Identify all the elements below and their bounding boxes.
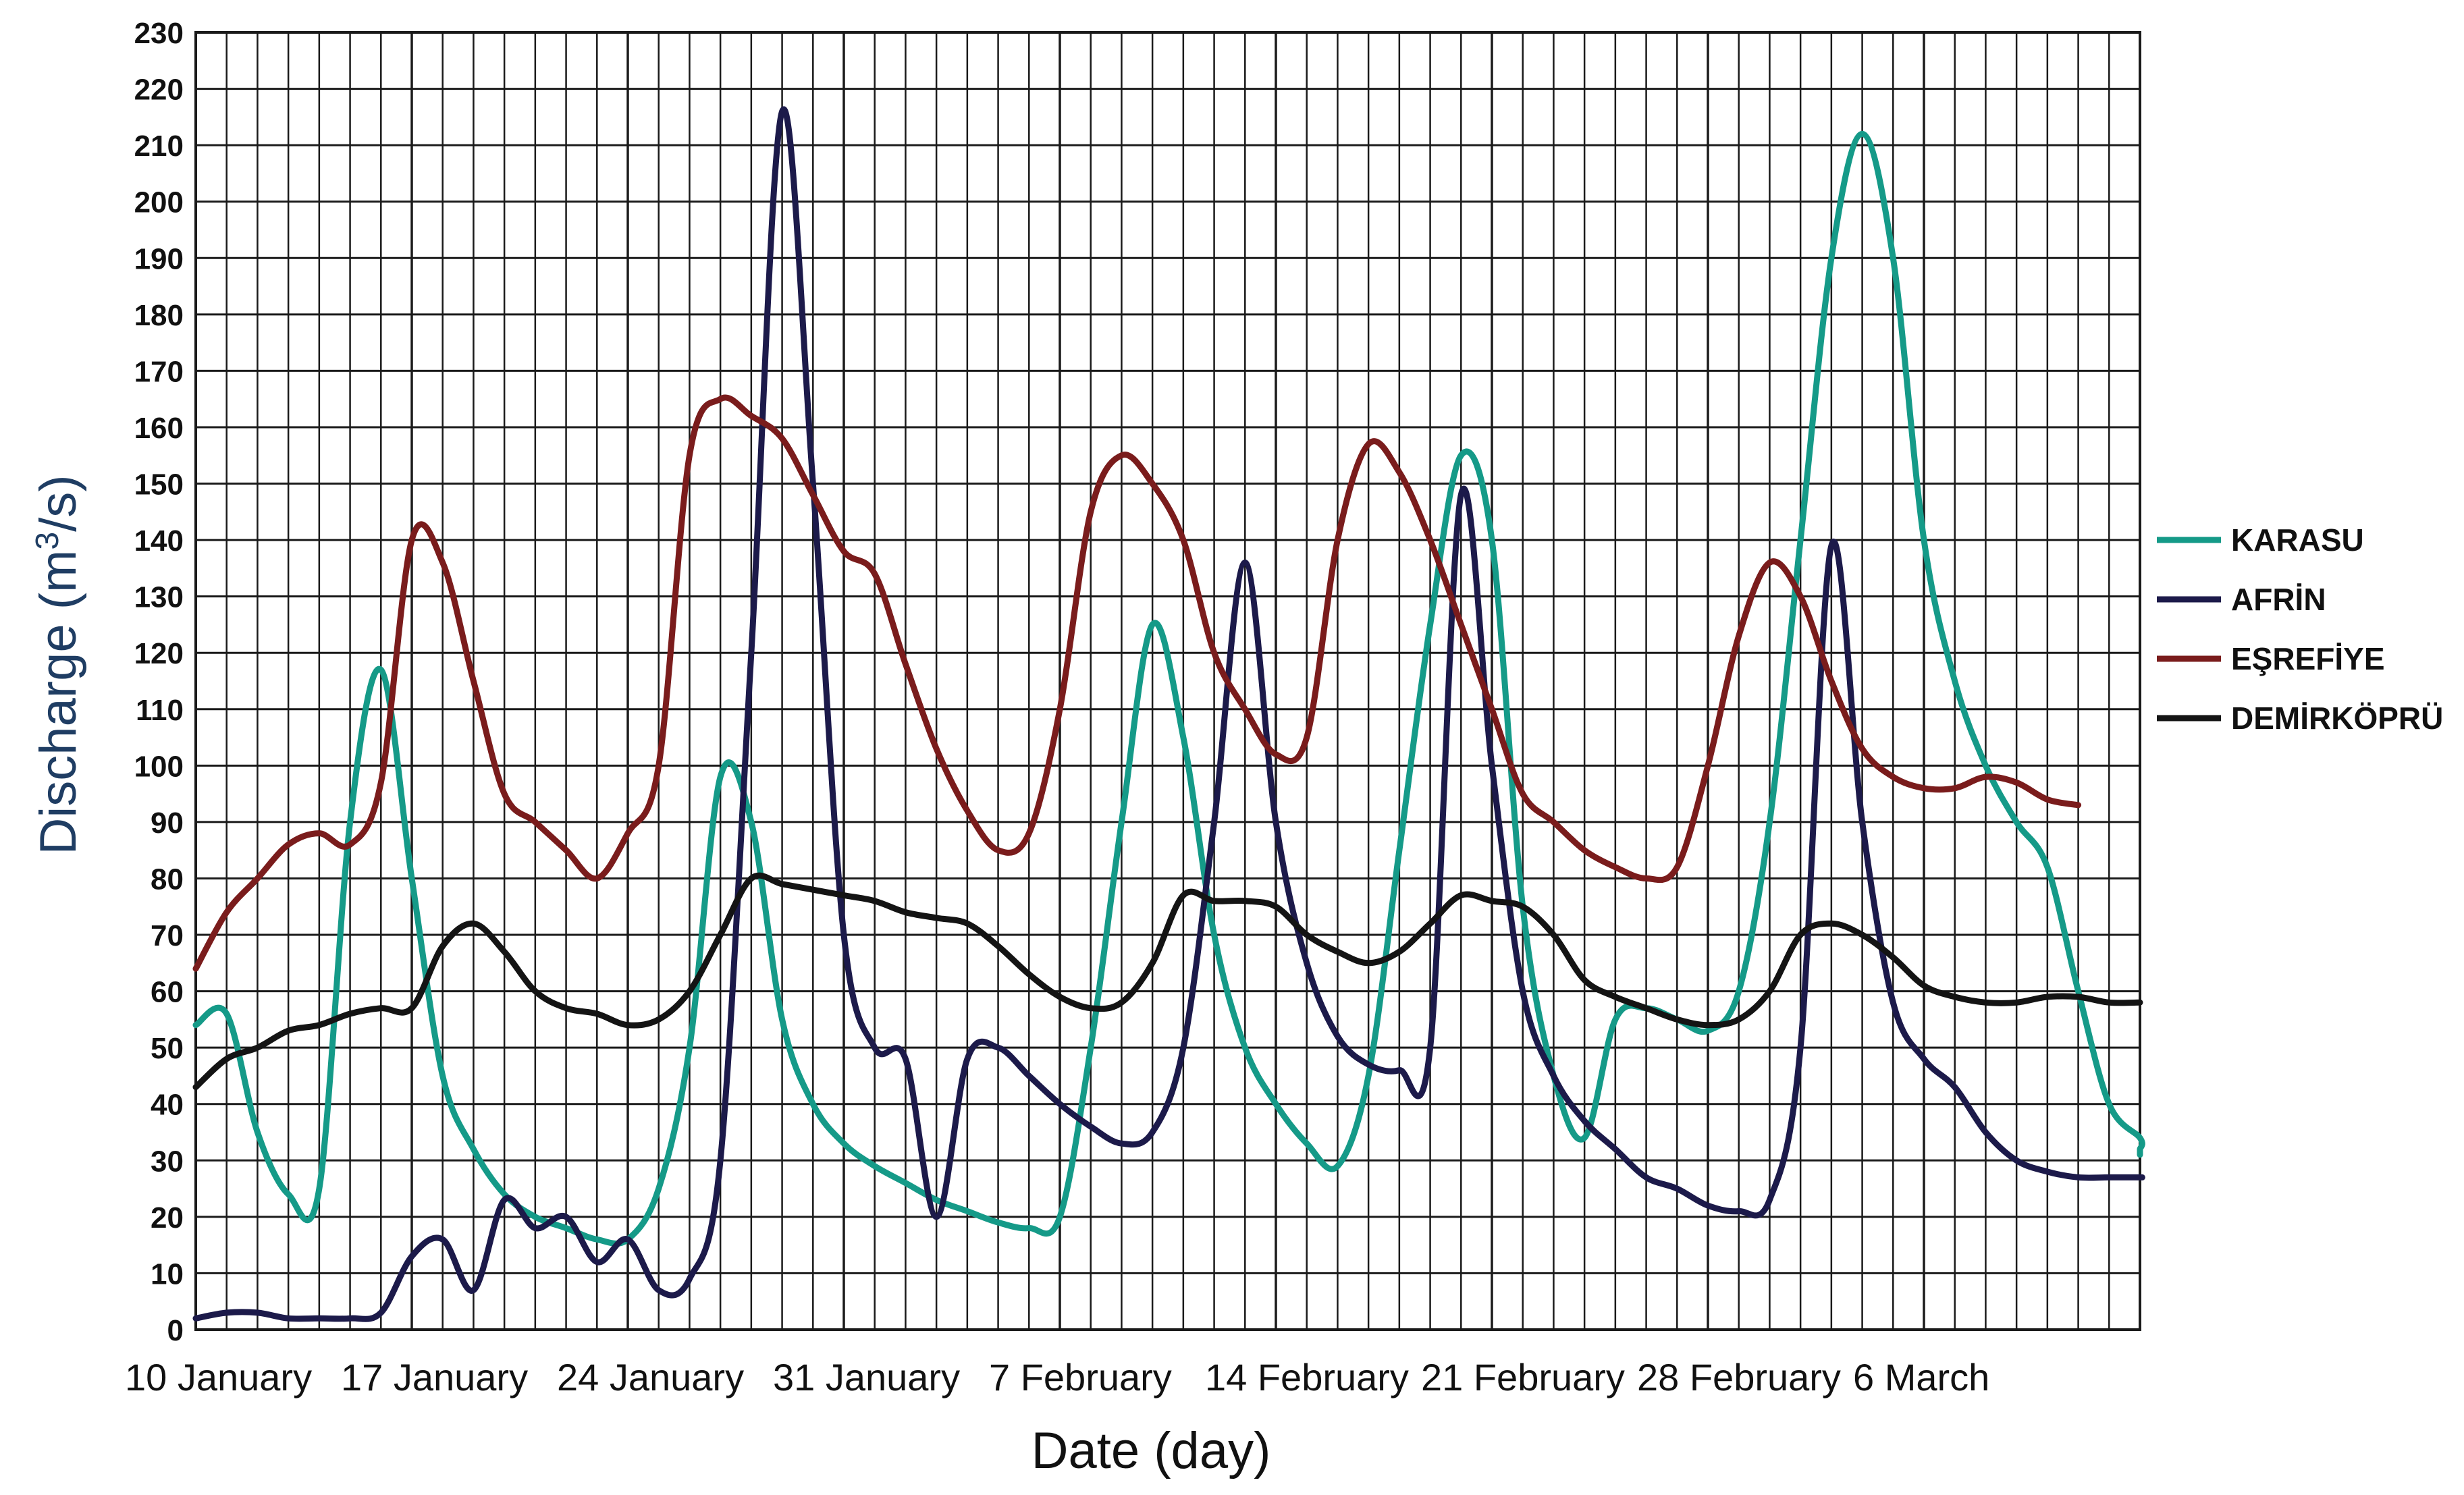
legend: KARASU AFRİN EŞREFİYE DEMİRKÖPRÜ: [2157, 522, 2443, 736]
x-tick-label: 10 January: [125, 1356, 312, 1398]
series-line-es-refi-ye: [192, 394, 2082, 972]
x-tick-label: 21 February: [1421, 1356, 1625, 1398]
y-tick-label: 0: [167, 1314, 184, 1347]
y-tick-label: 30: [151, 1145, 184, 1178]
y-tick-label: 140: [134, 524, 184, 558]
y-tick-label: 190: [134, 242, 184, 275]
y-tick-label: 80: [151, 863, 184, 896]
y-tick-label: 180: [134, 299, 184, 332]
y-tick-label: 160: [134, 412, 184, 445]
series-line-demi-rko-pru-: [192, 872, 2143, 1091]
legend-label: EŞREFİYE: [2231, 641, 2385, 676]
legend-label: KARASU: [2231, 522, 2364, 558]
y-tick-labels: 0 10 20 30 40 50 60 70 80 90 100 110 120 130 140 150 160…: [134, 17, 184, 1347]
y-tick-label: 70: [151, 919, 184, 952]
y-tick-label: 230: [134, 17, 184, 50]
y-tick-label: 100: [134, 750, 184, 783]
y-tick-label: 60: [151, 976, 184, 1009]
y-tick-label: 200: [134, 186, 184, 219]
legend-label: AFRİN: [2231, 582, 2326, 617]
x-tick-label: 28 February: [1637, 1356, 1841, 1398]
x-tick-label: 24 January: [557, 1356, 744, 1398]
x-tick-labels: 10 January 17 January 24 January 31 January…: [125, 1356, 1989, 1398]
x-tick-label: 17 January: [341, 1356, 528, 1398]
x-tick-label: 7 February: [989, 1356, 1172, 1398]
y-tick-label: 10: [151, 1257, 184, 1290]
y-tick-label: 210: [134, 130, 184, 163]
x-axis-title: Date (day): [1032, 1422, 1271, 1479]
y-axis-title-tail: /s): [30, 474, 87, 531]
y-tick-label: 20: [151, 1201, 184, 1234]
y-tick-label: 90: [151, 807, 184, 840]
y-tick-label: 40: [151, 1089, 184, 1122]
x-tick-label: 31 January: [773, 1356, 960, 1398]
series-line-afri-n: [192, 106, 2145, 1322]
legend-label: DEMİRKÖPRÜ: [2231, 701, 2443, 736]
y-tick-label: 50: [151, 1032, 184, 1065]
series-line-karasu: [192, 130, 2145, 1247]
y-tick-label: 170: [134, 355, 184, 388]
series-lines: [192, 106, 2145, 1322]
y-tick-label: 220: [134, 74, 184, 107]
plot-frame: [194, 31, 2141, 1331]
y-tick-label: 130: [134, 581, 184, 614]
y-tick-label: 150: [134, 468, 184, 501]
y-axis-title-main: Discharge (m: [30, 550, 87, 855]
x-tick-label: 14 February: [1205, 1356, 1409, 1398]
y-axis-title-superscript: 3: [30, 532, 65, 550]
y-tick-label: 120: [134, 637, 184, 670]
x-tick-label: 6 March: [1853, 1356, 1989, 1398]
y-tick-label: 110: [136, 694, 184, 727]
y-axis-title: Discharge (m3/s): [30, 474, 88, 854]
